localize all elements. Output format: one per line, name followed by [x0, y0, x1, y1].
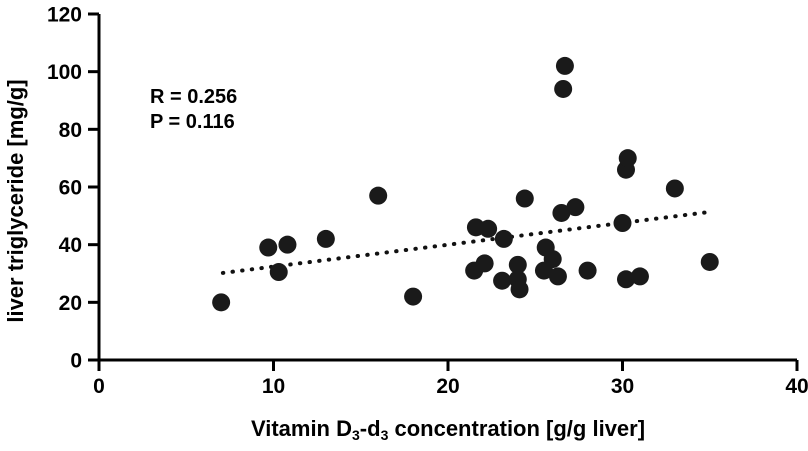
x-axis-title-subscript: 3 [352, 427, 360, 443]
data-point [543, 250, 562, 269]
data-point [510, 280, 529, 299]
y-tick-label: 40 [59, 234, 82, 257]
data-point [554, 79, 573, 98]
data-point [515, 189, 534, 208]
data-point [212, 293, 231, 312]
r-value-text: R = 0.256 [150, 86, 238, 108]
y-tick-label: 120 [47, 4, 82, 27]
data-point [616, 270, 635, 289]
x-axis-title-subscript: 3 [380, 427, 389, 443]
y-tick-label: 20 [59, 292, 82, 315]
data-point [578, 261, 597, 280]
data-point [494, 229, 513, 248]
data-point [552, 203, 571, 222]
p-value-text: P = 0.116 [150, 111, 235, 133]
x-tick-label: 20 [436, 375, 459, 398]
data-point [548, 267, 567, 286]
x-tick-label: 40 [785, 375, 808, 398]
data-point [613, 214, 632, 233]
data-point [259, 238, 278, 257]
y-tick-label: 60 [59, 177, 82, 200]
data-point [475, 254, 494, 273]
data-point [404, 287, 423, 306]
data-point [479, 219, 498, 238]
x-axis-title: Vitamin D3-d3 concentration [g/g liver] [198, 416, 698, 443]
data-point [700, 252, 719, 271]
data-point [665, 179, 684, 198]
data-point [369, 186, 388, 205]
x-axis-title-segment: -d [359, 416, 381, 441]
stats-annotation: R = 0.256 P = 0.116 [150, 85, 237, 135]
data-point [618, 149, 637, 168]
data-point [316, 229, 335, 248]
data-point [493, 271, 512, 290]
data-point [508, 255, 527, 274]
x-tick-label: 0 [93, 375, 105, 398]
axes [97, 14, 797, 362]
y-axis-title: liver triglyceride [mg/g] [3, 79, 28, 323]
y-tick-label: 100 [47, 61, 82, 84]
x-axis-title-segment: Vitamin D [250, 416, 352, 441]
data-point [566, 198, 585, 217]
y-tick-label: 0 [70, 350, 82, 373]
data-point [630, 267, 649, 286]
x-tick-label: 30 [611, 375, 634, 398]
data-point [278, 235, 297, 254]
x-tick-label: 10 [262, 375, 285, 398]
data-point [269, 263, 288, 282]
x-axis-title-segment: concentration [g/g liver] [388, 416, 646, 441]
data-point [555, 56, 574, 75]
y-tick-label: 80 [59, 119, 82, 142]
data-points [212, 56, 719, 312]
